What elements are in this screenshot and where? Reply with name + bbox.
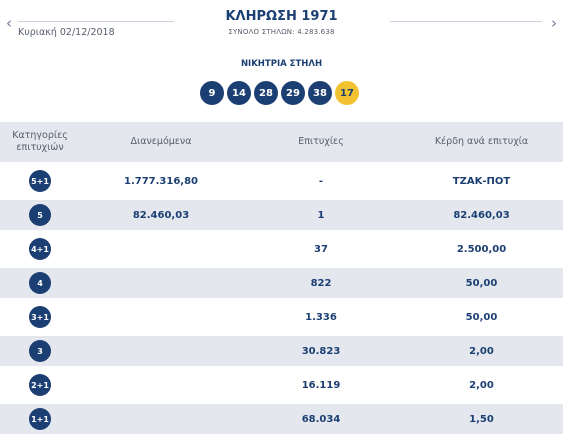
category-cell: 1+1	[0, 404, 80, 434]
table-row: 5+1 1.777.316,80 - ΤΖΑΚ-ΠΟΤ	[0, 166, 563, 196]
header-winners: Επιτυχίες	[298, 136, 344, 147]
distributed-cell	[80, 404, 242, 434]
category-badge: 5+1	[29, 170, 51, 192]
table-row: 3 30.823 2,00	[0, 336, 563, 366]
draw-title: ΚΛΗΡΩΣΗ 1971	[225, 9, 338, 24]
divider	[18, 21, 174, 22]
draw-header: ‹ ΚΛΗΡΩΣΗ 1971 ΣΥΝΟΛΟ ΣΤΗΛΩΝ: 4.283.638 …	[0, 0, 563, 46]
winners-cell: 37	[314, 243, 328, 255]
table-row: 5 82.460,03 1 82.460,03	[0, 200, 563, 230]
distributed-cell	[80, 234, 242, 264]
table-row: 4+1 37 2.500,00	[0, 234, 563, 264]
category-cell: 5	[0, 200, 80, 230]
category-badge: 5	[29, 204, 51, 226]
table-row: 1+1 68.034 1,50	[0, 404, 563, 434]
winners-cell: 1.336	[305, 311, 337, 323]
chevron-right-icon[interactable]: ›	[551, 14, 557, 32]
table-header: Κατηγορίες επιτυχιών Διανεμόμενα Επιτυχί…	[0, 122, 563, 162]
number-ball: 9	[200, 81, 224, 105]
prize-cell: 50,00	[465, 277, 498, 289]
number-ball: 29	[281, 81, 305, 105]
category-cell: 3+1	[0, 302, 80, 332]
category-cell: 4	[0, 268, 80, 298]
winners-cell: -	[318, 175, 324, 187]
distributed-cell: 1.777.316,80	[123, 175, 199, 187]
distributed-cell	[80, 268, 242, 298]
prize-cell: 50,00	[465, 311, 498, 323]
category-badge: 1+1	[29, 408, 51, 430]
total-columns: ΣΥΝΟΛΟ ΣΤΗΛΩΝ: 4.283.638	[228, 28, 335, 36]
winners-cell: 68.034	[301, 413, 341, 425]
prize-cell: 2.500,00	[456, 243, 507, 255]
number-ball: 14	[227, 81, 251, 105]
table-row: 2+1 16.119 2,00	[0, 370, 563, 400]
category-badge: 2+1	[29, 374, 51, 396]
divider	[390, 21, 542, 22]
header-categories: Κατηγορίες επιτυχιών	[12, 130, 68, 153]
joker-ball: 17	[335, 81, 359, 105]
winners-cell: 1	[317, 209, 325, 221]
prize-cell: 2,00	[469, 345, 494, 357]
winners-cell: 16.119	[301, 379, 341, 391]
distributed-cell	[80, 302, 242, 332]
prize-cell: 82.460,03	[453, 209, 510, 221]
draw-date: Κυριακή 02/12/2018	[18, 27, 115, 38]
category-cell: 4+1	[0, 234, 80, 264]
winners-cell: 822	[310, 277, 332, 289]
winning-numbers: 9 14 28 29 38 17	[200, 81, 359, 105]
prize-cell: 2,00	[469, 379, 494, 391]
table-row: 4 822 50,00	[0, 268, 563, 298]
distributed-cell: 82.460,03	[132, 209, 190, 221]
prize-cell: ΤΖΑΚ-ΠΟΤ	[452, 175, 511, 187]
table-row: 3+1 1.336 50,00	[0, 302, 563, 332]
category-badge: 4+1	[29, 238, 51, 260]
distributed-cell	[80, 370, 242, 400]
category-badge: 3+1	[29, 306, 51, 328]
winners-cell: 30.823	[301, 345, 341, 357]
header-prize: Κέρδη ανά επιτυχία	[434, 136, 529, 147]
distributed-cell	[80, 336, 242, 366]
category-cell: 3	[0, 336, 80, 366]
category-badge: 4	[29, 272, 51, 294]
category-cell: 5+1	[0, 166, 80, 196]
winning-label: ΝΙΚΗΤΡΙΑ ΣΤΗΛΗ	[240, 59, 323, 69]
header-distributed: Διανεμόμενα	[130, 136, 192, 147]
number-ball: 38	[308, 81, 332, 105]
prize-cell: 1,50	[469, 413, 494, 425]
category-cell: 2+1	[0, 370, 80, 400]
results-table: Κατηγορίες επιτυχιών Διανεμόμενα Επιτυχί…	[0, 122, 563, 434]
chevron-left-icon[interactable]: ‹	[6, 14, 12, 32]
number-ball: 28	[254, 81, 278, 105]
category-badge: 3	[29, 340, 51, 362]
